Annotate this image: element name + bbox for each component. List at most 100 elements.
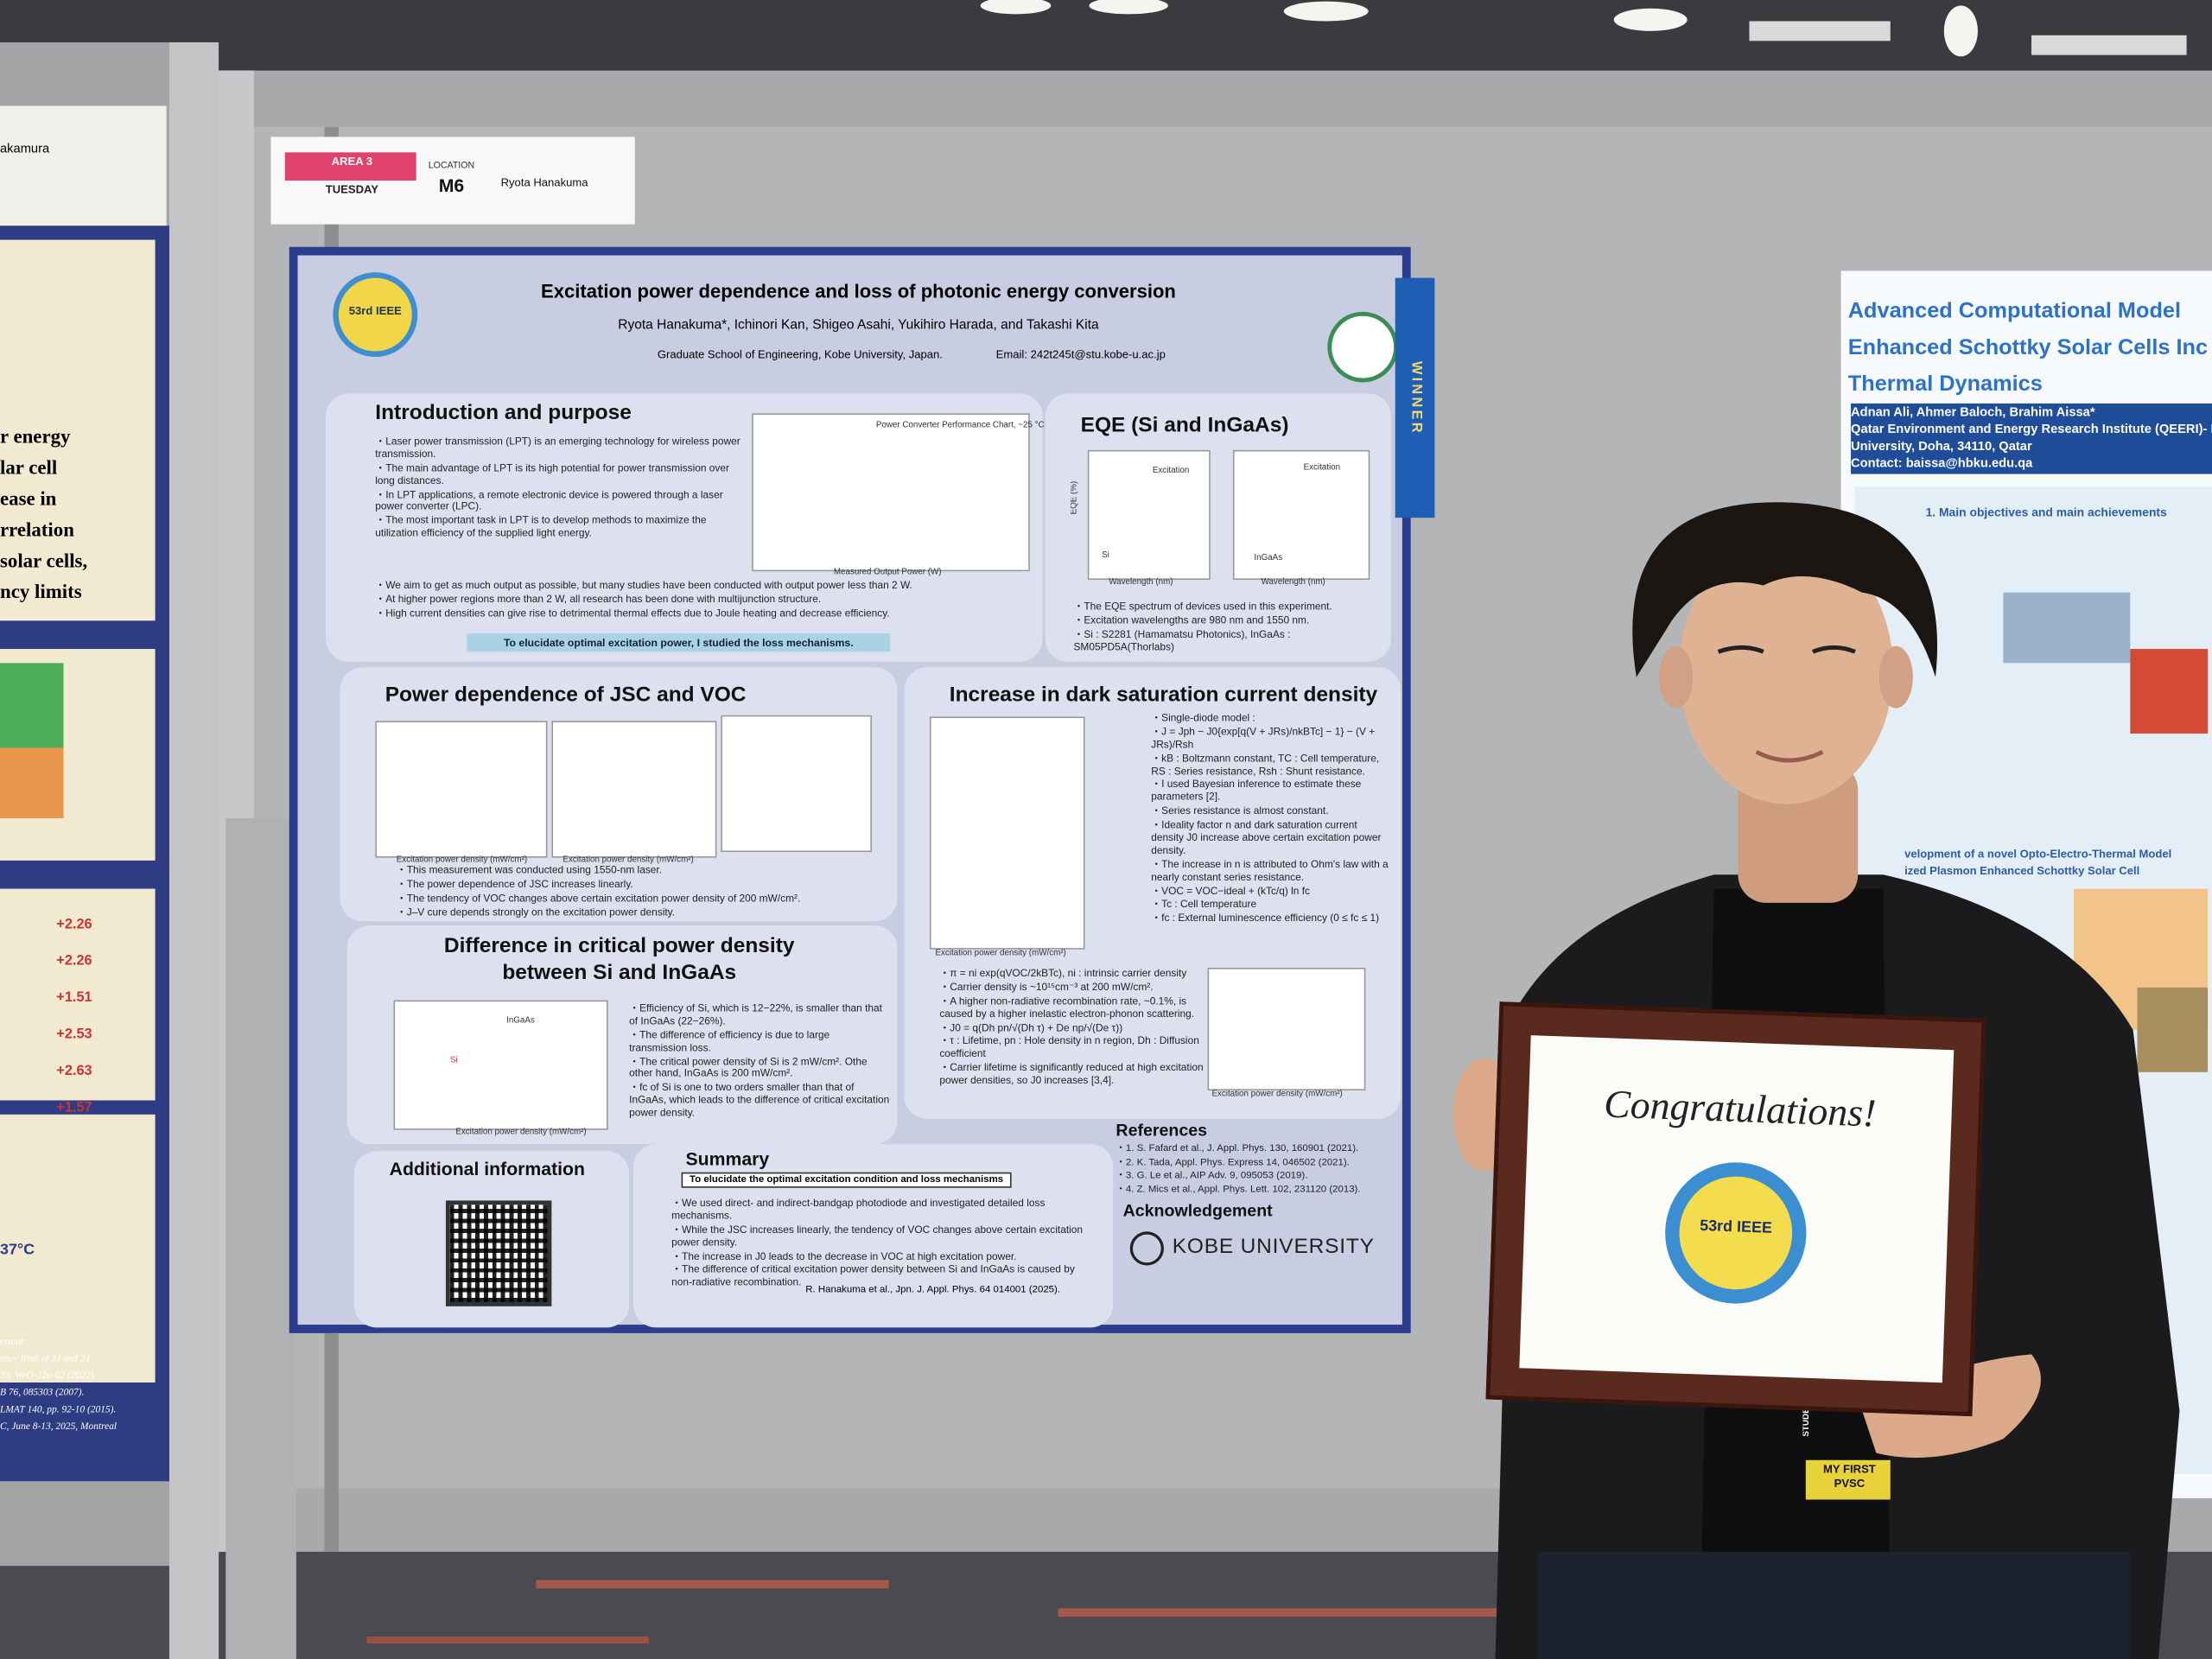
ear [1658,645,1694,709]
bullet: ・τ : Lifetime, pn : Hole density in n re… [939,1034,1199,1060]
left-poster-name: akamura [0,141,50,156]
eye [1717,645,1764,654]
left-poster-box [0,1114,156,1382]
bullet: ・While the JSC increases linearly, the t… [671,1223,1084,1249]
ceiling-light [1613,8,1688,31]
bullet: ・VOC = VOC−ideal + (kTc/q) ln fc [1151,883,1310,897]
jv-plot [721,715,872,853]
qr-code [445,1200,552,1306]
power-list: ・This measurement was conducted using 15… [396,863,890,921]
bullet: ・Carrier density is ~10¹⁵cm⁻³ at 200 mW/… [939,980,1154,994]
bullet: ・Single-diode model : [1151,710,1255,724]
poster-authors: Ryota Hanakuma*, Ichinori Kan, Shigeo As… [618,317,1099,334]
intro-list: ・We aim to get as much output as possibl… [375,579,1024,621]
citation: R. Hanakuma et al., Jpn. J. Appl. Phys. … [805,1285,1061,1295]
board-post [226,817,296,1659]
bullet: ・The main advantage of LPT is its high p… [375,461,729,486]
pants [1537,1551,2131,1659]
left-poster-line: r energy [0,427,71,449]
hair [1632,502,1938,677]
plot-xlabel: Wavelength (nm) [1261,578,1325,588]
difference-list: ・Efficiency of Si, which is 12−22%, is s… [629,1001,890,1122]
section-heading: Summary [685,1147,770,1170]
ceiling-light [1283,1,1369,22]
bullet: ・High current densities can give rise to… [375,606,890,620]
location: M6 [438,175,465,196]
right-poster-title-line: Advanced Computational Model [1847,299,2182,323]
right-poster-authors: Adnan Ali, Ahmer Baloch, Brahim Aissa* [1851,404,2095,419]
chart-xlabel: Measured Output Power (W) [833,568,942,577]
bullet: ・3. G. Le et al., AIP Adv. 9, 095053 (20… [1116,1171,1308,1181]
voc-plot [551,721,717,858]
bullet: ・kB : Boltzmann constant, TC : Cell temp… [1151,751,1380,777]
carpet-stripe [1058,1608,1524,1618]
bullet: ・Series resistance is almost constant. [1151,804,1329,817]
section-heading: Difference in critical power density bet… [443,933,795,985]
bullet: ・We used direct- and indirect-bandgap ph… [671,1196,1046,1222]
bullet: ・In LPT applications, a remote electroni… [375,487,723,513]
ceiling-light [980,0,1052,15]
left-poster-value: +2.63 [56,1064,92,1079]
right-poster-title-line: Enhanced Schottky Solar Cells Inc [1847,335,2209,360]
dark-plot [929,716,1085,950]
bullet: ・A higher non-radiative recombination ra… [939,994,1195,1020]
eqe-plot-si [1087,449,1211,581]
bullet: ・Excitation wavelengths are 980 nm and 1… [1073,613,1310,626]
right-poster-figure [2137,987,2209,1072]
bullet: ・Si : S2281 (Hamamatsu Photonics), InGaA… [1073,627,1291,653]
left-poster-line: ncy limits [0,582,82,604]
bullet: ・The EQE spectrum of devices used in thi… [1073,599,1332,613]
poster-affiliation: Graduate School of Engineering, Kobe Uni… [657,348,943,361]
eqe-list: ・The EQE spectrum of devices used in thi… [1073,599,1390,656]
bullet: ・J = Jph − J0{exp[q(V + JRs)/nkBTc] − 1}… [1151,725,1376,751]
right-poster-subsection: velopment of a novel Opto-Electro-Therma… [1904,847,2171,880]
ceiling-light [2031,35,2187,55]
plot-label: InGaAs [1254,554,1283,563]
left-poster-footer-line: B 76, 085303 (2007). [0,1386,85,1398]
dark-list: ・π = ni exp(qVOC/2kBTc), ni : intrinsic … [939,967,1207,1089]
bullet: ・The difference of efficiency is due to … [629,1027,830,1054]
plot-label: Si [449,1056,458,1065]
bullet: ・Carrier lifetime is significantly reduc… [939,1061,1204,1087]
right-poster-title: Advanced Computational Model Enhanced Sch… [1848,294,2208,404]
day: TUESDAY [325,183,378,196]
carpet-stripe [366,1636,650,1644]
bullet: ・1. S. Fafard et al., J. Appl. Phys. 130… [1116,1144,1359,1154]
plot-label: Excitation [1152,467,1190,476]
bullet: ・fc : External luminescence efficiency (… [1151,912,1380,925]
fc-plot [1207,968,1366,1091]
eqe-plot-ingaas [1232,449,1370,581]
location-label: LOCATION [428,161,475,171]
dark-list: ・Single-diode model : ・J = Jph − J0{exp[q… [1151,710,1391,927]
left-poster-footer: eratur ency limit of 3J and 2J 33, WeO-22a… [0,1333,117,1435]
right-poster-affiliation: Qatar Environment and Energy Research In… [1851,421,2212,472]
right-poster-subsection-line: ized Plasmon Enhanced Schottky Solar Cel… [1904,864,2140,878]
right-poster-affiliation-line: University, Doha, 34110, Qatar [1851,438,2032,454]
left-poster-value: +2.26 [56,917,92,933]
plot-label: InGaAs [506,1017,535,1026]
bullet: ・The tendency of VOC changes above certa… [396,891,801,905]
bullet: ・fc of Si is one to two orders smaller t… [629,1081,890,1119]
bullet: ・I used Bayesian inference to estimate t… [1151,778,1362,804]
left-poster-footer-line: 33, WeO-22a-02 (2022). [0,1370,97,1382]
left-poster-value: +2.53 [56,1027,92,1043]
chart-title: Power Converter Performance Chart, ~25 °… [875,422,1045,430]
bullet: ・J0 = q(Dh pn/√(Dh τ) + De np/√(De τ)) [939,1020,1123,1034]
poster: 53rd IEEE Excitation power dependence an… [289,246,1435,1333]
ear [1878,645,1913,709]
university-logo: KOBE UNIVERSITY [1172,1234,1375,1259]
plot-xlabel: Excitation power density (mW/cm²) [563,856,694,865]
badge-text: 53rd IEEE [348,304,402,318]
face [1678,536,1894,804]
plaque: Congratulations! 53rd IEEE [1485,1001,1986,1417]
left-poster-box [0,888,156,1101]
left-poster-value: +1.51 [56,990,92,1007]
plot-xlabel: Excitation power density (mW/cm²) [455,1128,587,1137]
bullet: ・The difference of critical excitation p… [671,1262,1075,1289]
plot-label: Excitation [1303,464,1341,473]
bullet: ・The power dependence of JSC increases l… [396,877,633,891]
left-poster-footer-line: ency limit of 3J and 2J [0,1352,90,1364]
